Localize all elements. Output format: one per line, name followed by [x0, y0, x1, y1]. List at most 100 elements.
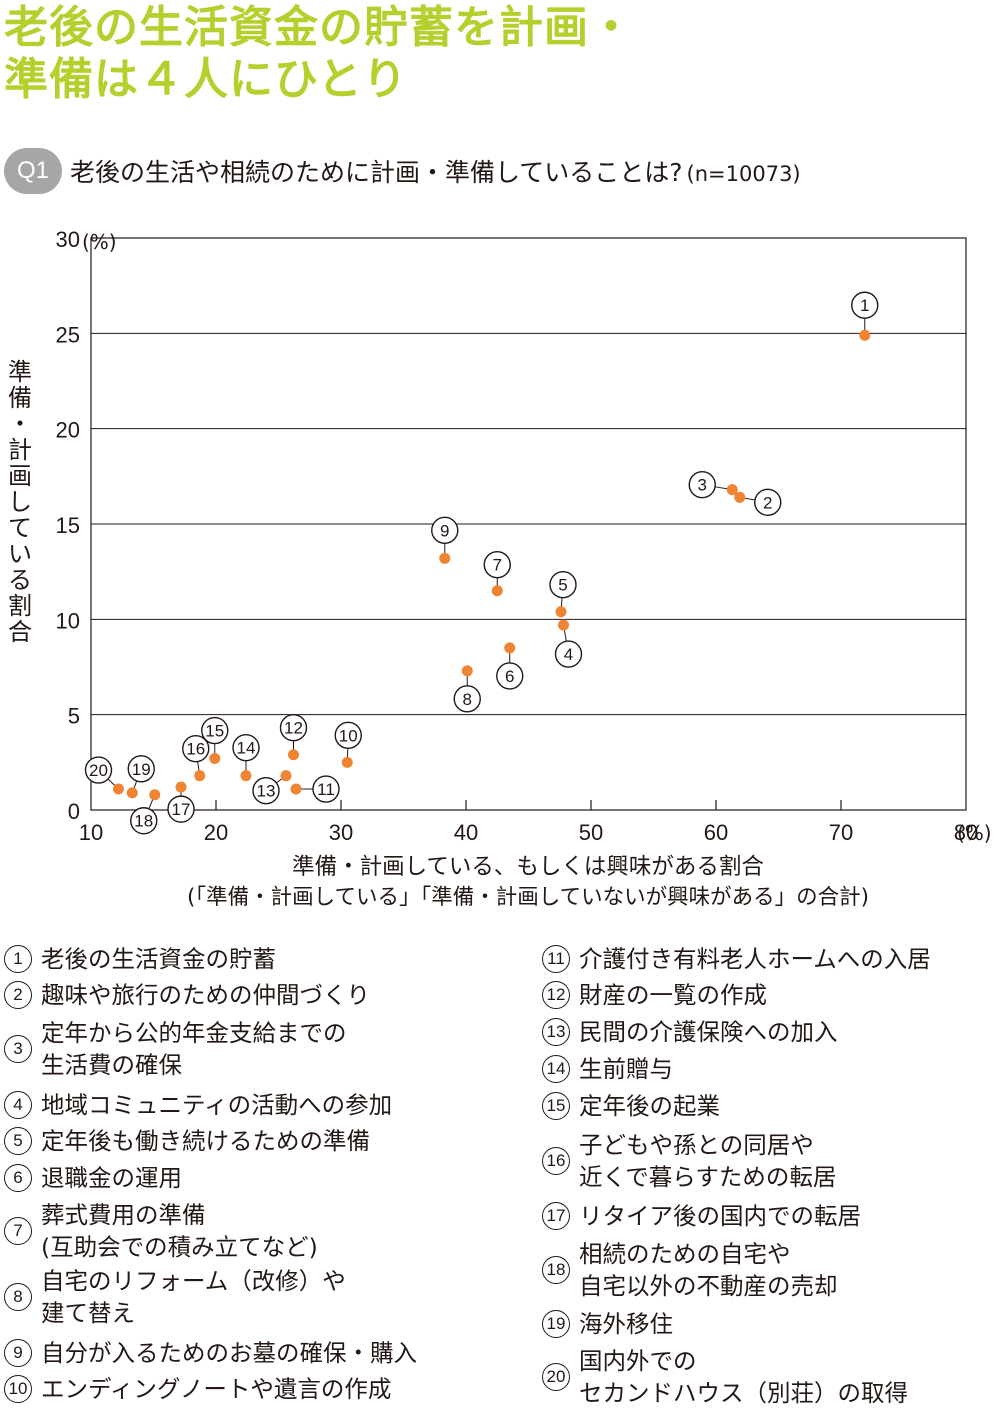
point-callout-5 — [549, 571, 577, 599]
point-callout-6 — [496, 662, 524, 690]
data-point-10 — [341, 756, 353, 768]
y-tick-label: 25 — [56, 322, 80, 347]
y-tick-label: 20 — [56, 418, 80, 443]
legend-text-line: 子どもや孫との同居や — [579, 1131, 814, 1159]
point-label-13: 13 — [257, 782, 276, 801]
legend-text: 生前贈与 — [579, 1053, 673, 1085]
legend-left-item: 9 自分が入るためのお墓の確保・購入 — [4, 1337, 417, 1369]
y-tick-label: 30 — [56, 227, 80, 252]
legend-text-line: エンディングノートや遺言の作成 — [41, 1375, 392, 1403]
legend-number: 11 — [542, 945, 570, 973]
point-label-5: 5 — [558, 576, 567, 595]
legend-text: 国内外でのセカンドハウス（別荘）の取得 — [579, 1345, 908, 1409]
x-tick-label: 60 — [704, 820, 728, 845]
legend-text-line: 老後の生活資金の貯蓄 — [41, 945, 276, 973]
legend-text-line: セカンドハウス（別荘）の取得 — [579, 1379, 908, 1407]
legend-text-line: 自分が入るためのお墓の確保・購入 — [41, 1339, 417, 1367]
point-callout-4 — [554, 640, 583, 668]
data-point-13 — [280, 770, 292, 782]
question-badge: Q1 — [4, 148, 62, 194]
legend-text-line: 建て替え — [41, 1299, 135, 1327]
point-label-4: 4 — [564, 645, 573, 664]
legend-number: 3 — [4, 1035, 32, 1063]
legend-number: 1 — [4, 945, 32, 973]
data-point-12 — [288, 749, 299, 761]
point-label-20: 20 — [89, 761, 108, 780]
legend-number: 13 — [542, 1018, 570, 1046]
point-callout-3 — [688, 470, 716, 499]
legend-number: 19 — [542, 1310, 570, 1338]
point-label-8: 8 — [463, 690, 472, 709]
legend-text-line: (互助会での積み立てなど) — [41, 1233, 318, 1261]
point-label-6: 6 — [505, 667, 514, 686]
legend-text-line: 退職金の運用 — [41, 1164, 182, 1192]
point-callout-18 — [130, 807, 158, 835]
y-axis-title: 準備・計画している割合 — [8, 358, 32, 646]
legend-left-item: 8 自宅のリフォーム（改修）や 建て替え — [4, 1265, 346, 1329]
legend-left-item: 1 老後の生活資金の貯蓄 — [4, 943, 276, 975]
x-tick-label: 70 — [829, 820, 853, 845]
legend-text-line: 定年から公的年金支給までの — [41, 1019, 347, 1047]
point-callout-15 — [201, 716, 229, 745]
data-point-9 — [439, 552, 451, 564]
data-point-4 — [558, 619, 569, 631]
legend-left-item: 3 定年から公的年金支給までの 生活費の確保 — [4, 1017, 347, 1081]
legend-text-line: 自宅以外の不動産の売却 — [579, 1272, 838, 1300]
legend-text: リタイア後の国内での転居 — [579, 1200, 861, 1232]
point-callout-2 — [754, 488, 782, 517]
legend-text-line: 生活費の確保 — [41, 1051, 182, 1079]
y-tick-label: 5 — [68, 704, 80, 729]
point-label-18: 18 — [134, 812, 153, 831]
legend-text-line: 定年後も働き続けるための準備 — [41, 1127, 370, 1155]
point-callout-10 — [334, 721, 362, 750]
x-tick-label: 50 — [579, 820, 603, 845]
legend-number: 8 — [4, 1283, 32, 1311]
legend-text-line: 生前贈与 — [579, 1055, 673, 1083]
legend-text-line: 相続のための自宅や — [579, 1240, 791, 1268]
legend-text: 民間の介護保険への加入 — [579, 1016, 838, 1048]
legend-right-item: 16 子どもや孫との同居や 近くで暮らすための転居 — [542, 1129, 836, 1193]
legend-number: 20 — [542, 1363, 570, 1391]
x-tick-label: 10 — [79, 820, 103, 845]
point-callout-14 — [232, 733, 260, 762]
legend-number: 17 — [542, 1202, 570, 1230]
point-label-10: 10 — [339, 726, 358, 745]
point-label-12: 12 — [284, 719, 303, 738]
title-line-2: 準備は４人にひとり — [4, 54, 408, 105]
legend-right-item: 12 財産の一覧の作成 — [542, 979, 767, 1011]
point-callout-7 — [483, 551, 511, 579]
point-callout-8 — [453, 685, 481, 713]
point-callout-9 — [431, 516, 459, 545]
question-row: Q1 老後の生活や相続のために計画・準備していることは? (n=10073) — [4, 148, 801, 194]
legend-right-item: 17 リタイア後の国内での転居 — [542, 1200, 861, 1232]
legend-text: 財産の一覧の作成 — [579, 979, 767, 1011]
legend-text-line: 海外移住 — [579, 1310, 673, 1338]
legend-left-item: 6 退職金の運用 — [4, 1162, 182, 1194]
point-label-17: 17 — [172, 800, 191, 819]
data-point-3 — [726, 484, 738, 496]
legend-text: 自宅のリフォーム（改修）や 建て替え — [41, 1265, 346, 1329]
legend-text-line: 国内外での — [579, 1347, 697, 1375]
legend-right-item: 13 民間の介護保険への加入 — [542, 1016, 838, 1048]
legend-right-item: 11 介護付き有料老人ホームへの入居 — [542, 943, 931, 975]
legend-text: 海外移住 — [579, 1308, 673, 1340]
legend-text: 退職金の運用 — [41, 1162, 182, 1194]
legend-text-line: 自宅のリフォーム（改修）や — [41, 1267, 346, 1295]
legend-number: 2 — [4, 981, 32, 1009]
legend-number: 4 — [4, 1091, 32, 1119]
legend-right-item: 20 国内外でのセカンドハウス（別荘）の取得 — [542, 1345, 908, 1409]
legend-number: 15 — [542, 1092, 570, 1120]
point-label-7: 7 — [493, 556, 502, 575]
legend-number: 7 — [4, 1217, 32, 1245]
legend-left-item: 7 葬式費用の準備 (互助会での積み立てなど) — [4, 1199, 318, 1263]
legend-number: 6 — [4, 1164, 32, 1192]
legend-text: 相続のための自宅や自宅以外の不動産の売却 — [579, 1238, 838, 1302]
page-title: 老後の生活資金の貯蓄を計画・ 準備は４人にひとり — [4, 2, 634, 106]
point-callout-17 — [167, 795, 195, 823]
x-axis-subtitle: (「準備・計画している」「準備・計画していないが興味がある」の合計) — [187, 885, 869, 910]
data-point-6 — [504, 642, 516, 654]
question-text: 老後の生活や相続のために計画・準備していることは? (n=10073) — [70, 153, 801, 189]
title-line-1: 老後の生活資金の貯蓄を計画・ — [4, 2, 634, 53]
point-label-14: 14 — [237, 739, 256, 758]
